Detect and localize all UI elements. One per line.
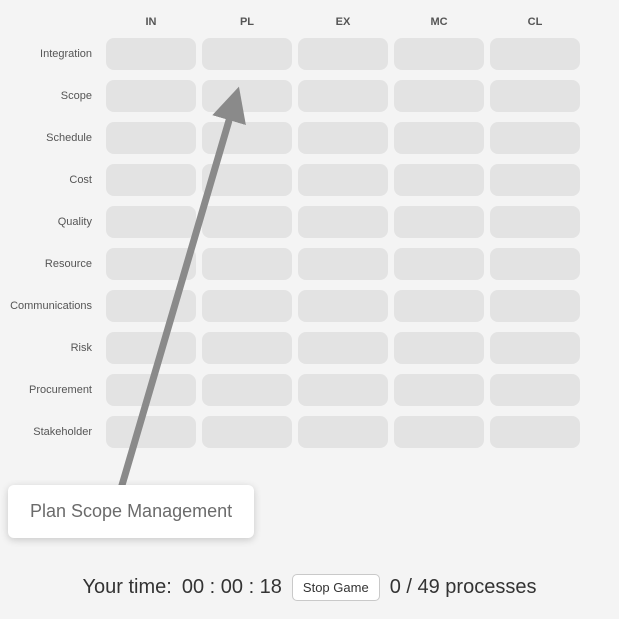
drop-cell[interactable]	[490, 374, 580, 406]
row-label: Procurement	[0, 384, 100, 396]
column-header: MC	[394, 10, 484, 38]
column-header: EX	[298, 10, 388, 38]
grid-row: Quality	[0, 206, 619, 238]
drop-cell[interactable]	[202, 332, 292, 364]
time-label: Your time:	[83, 576, 172, 599]
drop-cell[interactable]	[298, 416, 388, 448]
drop-cell[interactable]	[394, 164, 484, 196]
row-label: Schedule	[0, 132, 100, 144]
grid-row: Procurement	[0, 374, 619, 406]
drop-cell[interactable]	[106, 122, 196, 154]
drop-cell[interactable]	[298, 164, 388, 196]
drop-cell[interactable]	[490, 206, 580, 238]
drop-cell[interactable]	[106, 416, 196, 448]
process-count: 0 / 49 processes	[390, 576, 537, 599]
drop-cell[interactable]	[202, 290, 292, 322]
grid-row: Cost	[0, 164, 619, 196]
drop-cell[interactable]	[202, 38, 292, 70]
count-suffix: processes	[445, 576, 536, 598]
drop-cell[interactable]	[394, 416, 484, 448]
drop-cell[interactable]	[106, 38, 196, 70]
column-header: CL	[490, 10, 580, 38]
drop-cell[interactable]	[394, 80, 484, 112]
drop-cell[interactable]	[490, 248, 580, 280]
row-label: Stakeholder	[0, 426, 100, 438]
drop-cell[interactable]	[490, 416, 580, 448]
process-grid: INPLEXMCCL Integration Scope Schedule Cost Q…	[0, 0, 619, 448]
drop-cell[interactable]	[298, 80, 388, 112]
grid-row: Resource	[0, 248, 619, 280]
drop-cell[interactable]	[394, 290, 484, 322]
drop-cell[interactable]	[202, 248, 292, 280]
column-header: IN	[106, 10, 196, 38]
drop-cell[interactable]	[298, 374, 388, 406]
drop-cell[interactable]	[202, 416, 292, 448]
count-total: 49	[417, 576, 439, 598]
drop-cell[interactable]	[298, 332, 388, 364]
card-label: Plan Scope Management	[30, 501, 232, 521]
drop-cell[interactable]	[106, 80, 196, 112]
grid-row: Integration	[0, 38, 619, 70]
row-label: Risk	[0, 342, 100, 354]
grid-body: Integration Scope Schedule Cost Quality Resou…	[0, 38, 619, 448]
drop-cell[interactable]	[394, 332, 484, 364]
header-spacer	[0, 10, 100, 38]
grid-row: Stakeholder	[0, 416, 619, 448]
row-label: Integration	[0, 48, 100, 60]
drop-cell[interactable]	[202, 206, 292, 238]
drop-cell[interactable]	[298, 206, 388, 238]
drop-cell[interactable]	[394, 248, 484, 280]
stop-game-button[interactable]: Stop Game	[292, 574, 380, 601]
drop-cell[interactable]	[106, 332, 196, 364]
count-done: 0	[390, 576, 401, 598]
row-label: Scope	[0, 90, 100, 102]
drop-cell[interactable]	[394, 206, 484, 238]
drop-cell[interactable]	[106, 290, 196, 322]
drop-cell[interactable]	[394, 122, 484, 154]
status-bar: Your time: 00 : 00 : 18 Stop Game 0 / 49…	[0, 574, 619, 601]
drop-cell[interactable]	[202, 80, 292, 112]
drop-cell[interactable]	[298, 38, 388, 70]
drop-cell[interactable]	[490, 164, 580, 196]
drop-cell[interactable]	[298, 248, 388, 280]
drop-cell[interactable]	[202, 164, 292, 196]
drop-cell[interactable]	[298, 122, 388, 154]
row-label: Resource	[0, 258, 100, 270]
drop-cell[interactable]	[394, 38, 484, 70]
row-label: Quality	[0, 216, 100, 228]
drop-cell[interactable]	[490, 80, 580, 112]
drop-cell[interactable]	[490, 332, 580, 364]
grid-row: Scope	[0, 80, 619, 112]
row-label: Cost	[0, 174, 100, 186]
drop-cell[interactable]	[106, 248, 196, 280]
drop-cell[interactable]	[490, 38, 580, 70]
drop-cell[interactable]	[202, 122, 292, 154]
row-label: Communications	[0, 300, 100, 312]
time-value: 00 : 00 : 18	[182, 576, 282, 599]
draggable-process-card[interactable]: Plan Scope Management	[8, 485, 254, 538]
grid-row: Communications	[0, 290, 619, 322]
drop-cell[interactable]	[202, 374, 292, 406]
drop-cell[interactable]	[106, 374, 196, 406]
drop-cell[interactable]	[490, 122, 580, 154]
drop-cell[interactable]	[490, 290, 580, 322]
drop-cell[interactable]	[106, 206, 196, 238]
grid-row: Schedule	[0, 122, 619, 154]
drop-cell[interactable]	[394, 374, 484, 406]
grid-row: Risk	[0, 332, 619, 364]
drop-cell[interactable]	[106, 164, 196, 196]
drop-cell[interactable]	[298, 290, 388, 322]
column-headers: INPLEXMCCL	[0, 10, 619, 38]
column-header: PL	[202, 10, 292, 38]
